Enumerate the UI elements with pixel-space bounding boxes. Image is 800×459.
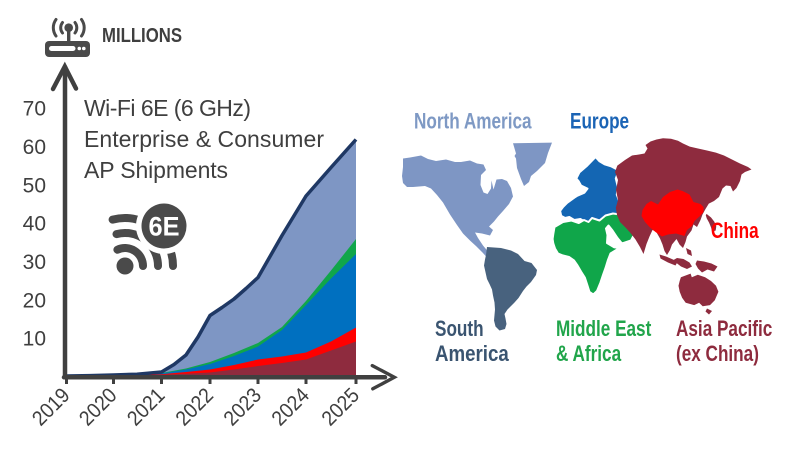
svg-text:70: 70 — [23, 98, 46, 121]
svg-text:Europe: Europe — [570, 110, 629, 135]
svg-text:South: South — [435, 317, 484, 342]
svg-text:60: 60 — [23, 136, 46, 159]
svg-text:AP Shipments: AP Shipments — [84, 157, 228, 183]
svg-text:20: 20 — [23, 290, 46, 313]
svg-text:& Africa: & Africa — [556, 342, 622, 367]
svg-text:(ex China): (ex China) — [676, 342, 759, 367]
svg-text:50: 50 — [23, 175, 46, 198]
svg-text:MILLIONS: MILLIONS — [102, 25, 182, 47]
svg-text:Enterprise & Consumer: Enterprise & Consumer — [84, 126, 324, 152]
svg-text:North America: North America — [414, 110, 532, 135]
svg-text:Middle East: Middle East — [556, 317, 652, 342]
svg-text:Asia Pacific: Asia Pacific — [676, 317, 772, 342]
svg-text:40: 40 — [23, 213, 46, 236]
svg-text:30: 30 — [23, 251, 46, 274]
svg-text:6E: 6E — [149, 212, 180, 242]
svg-text:Wi-Fi 6E (6 GHz): Wi-Fi 6E (6 GHz) — [84, 95, 251, 121]
svg-text:China: China — [711, 219, 760, 244]
svg-text:America: America — [435, 343, 509, 367]
svg-text:10: 10 — [23, 328, 46, 351]
